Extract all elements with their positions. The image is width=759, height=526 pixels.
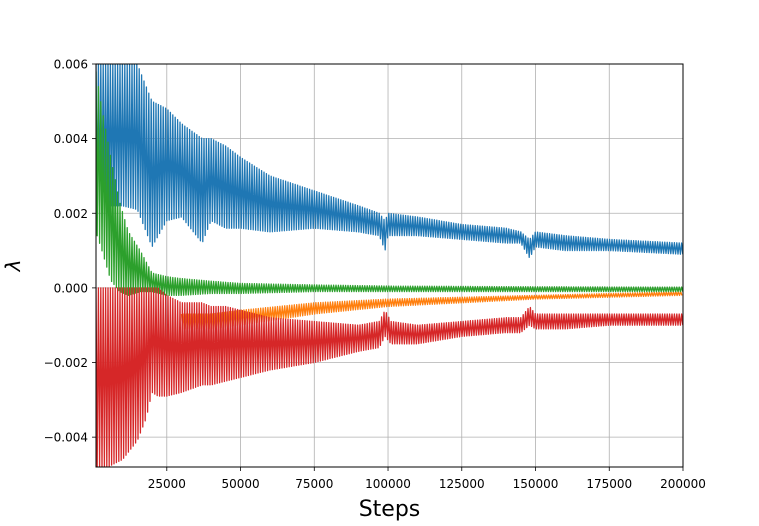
x-axis-title: Steps bbox=[359, 497, 421, 522]
series-line-0 bbox=[96, 64, 683, 258]
x-tick-label: 175000 bbox=[586, 477, 632, 491]
x-tick-label: 200000 bbox=[660, 477, 706, 491]
axis-ticks: 25000 50000 75000 100000 125000 150000 175000 2… bbox=[44, 58, 706, 492]
series-line-2 bbox=[96, 71, 683, 297]
series-line-3 bbox=[96, 287, 683, 467]
x-tick-label: 50000 bbox=[221, 477, 259, 491]
series-line-1 bbox=[180, 291, 683, 330]
y-tick-label: 0.000 bbox=[54, 281, 88, 295]
y-tick-label: 0.004 bbox=[54, 132, 88, 146]
y-tick-label: −0.002 bbox=[44, 356, 88, 370]
grid-lines bbox=[96, 63, 684, 467]
series-layer bbox=[96, 64, 683, 467]
y-tick-label: 0.006 bbox=[54, 58, 88, 72]
y-axis-title: λ bbox=[1, 260, 25, 273]
y-tick-label: 0.002 bbox=[54, 207, 88, 221]
y-tick-label: −0.004 bbox=[44, 431, 88, 445]
plot-frame bbox=[95, 63, 684, 468]
x-tick-label: 125000 bbox=[439, 477, 485, 491]
x-tick-label: 75000 bbox=[295, 477, 333, 491]
x-tick-label: 100000 bbox=[365, 477, 411, 491]
x-tick-label: 25000 bbox=[148, 477, 186, 491]
x-tick-label: 150000 bbox=[513, 477, 559, 491]
